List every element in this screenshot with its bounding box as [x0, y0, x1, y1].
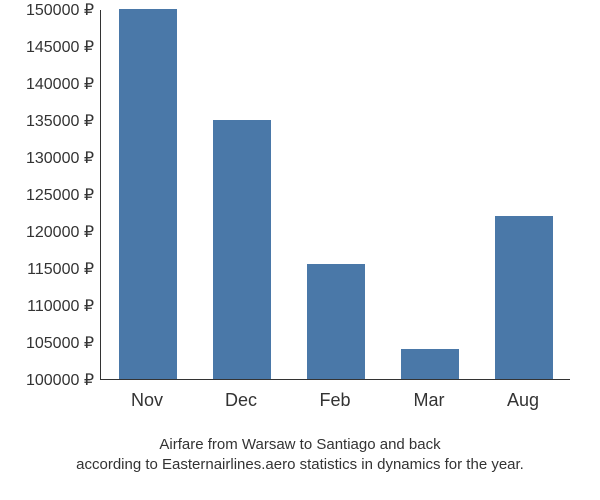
y-axis-tick-label: 120000 ₽ [26, 222, 94, 242]
x-axis-tick-label: Mar [414, 390, 445, 411]
y-axis-tick-label: 110000 ₽ [27, 296, 94, 316]
bar [307, 264, 365, 379]
y-axis-tick-label: 115000 ₽ [27, 259, 94, 279]
y-axis-tick-label: 140000 ₽ [26, 74, 94, 94]
y-axis-tick-label: 150000 ₽ [26, 0, 94, 20]
y-axis-tick-label: 125000 ₽ [26, 185, 94, 205]
x-axis-tick-label: Aug [507, 390, 539, 411]
x-axis-tick-label: Dec [225, 390, 257, 411]
x-axis-tick-label: Feb [319, 390, 350, 411]
plot-area [100, 10, 570, 380]
bar [119, 9, 177, 379]
y-axis-tick-label: 100000 ₽ [26, 370, 94, 390]
chart-caption: Airfare from Warsaw to Santiago and back… [0, 435, 600, 476]
y-axis-tick-label: 130000 ₽ [26, 148, 94, 168]
y-axis-tick-label: 105000 ₽ [26, 333, 94, 353]
y-axis-tick-label: 145000 ₽ [26, 37, 94, 57]
x-axis-tick-label: Nov [131, 390, 163, 411]
bar [401, 349, 459, 379]
bar [213, 120, 271, 379]
bar [495, 216, 553, 379]
y-axis-tick-label: 135000 ₽ [26, 111, 94, 131]
airfare-bar-chart: Airfare from Warsaw to Santiago and back… [0, 0, 600, 500]
